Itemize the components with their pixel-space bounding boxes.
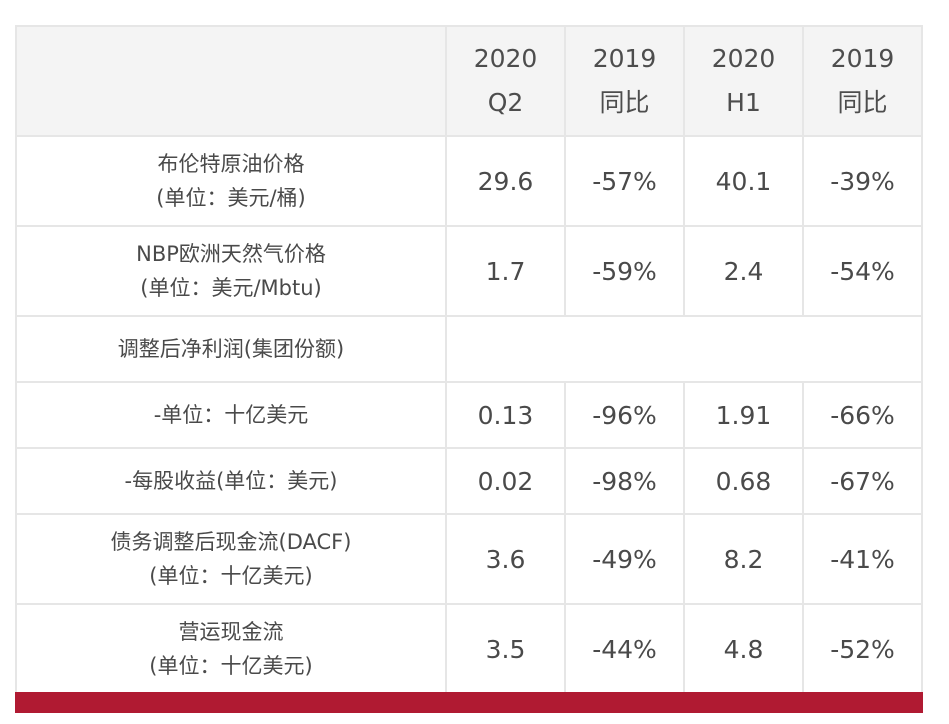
value-cell: -57% (564, 135, 685, 227)
header-col-2019-yoy-h: 2019 同比 (802, 25, 923, 137)
row-label-cell: -每股收益(单位：美元) (15, 447, 447, 515)
table-row-nbp-gas-price: NBP欧洲天然气价格 (单位：美元/Mbtu) 1.7 -59% 2.4 -54… (15, 225, 923, 317)
row-label: 调整后净利润(集团份额) (117, 337, 345, 361)
value-cell: 4.8 (683, 603, 804, 695)
value-cell: 29.6 (445, 135, 566, 227)
table-row-dacf: 债务调整后现金流(DACF) (单位：十亿美元) 3.6 -49% 8.2 -4… (15, 513, 923, 605)
table-row-net-income-billion: -单位：十亿美元 0.13 -96% 1.91 -66% (15, 381, 923, 449)
value-cell: 0.13 (445, 381, 566, 449)
row-label-cell: 债务调整后现金流(DACF) (单位：十亿美元) (15, 513, 447, 605)
value-cell: 0.68 (683, 447, 804, 515)
value-cell: -67% (802, 447, 923, 515)
value-cell: -41% (802, 513, 923, 605)
value-cell: -96% (564, 381, 685, 449)
row-label: -每股收益(单位：美元) (124, 469, 338, 493)
header-text: Q2 (487, 88, 524, 117)
row-label-cell: 布伦特原油价格 (单位：美元/桶) (15, 135, 447, 227)
header-col-2020-q2: 2020 Q2 (445, 25, 566, 137)
value-cell: 3.5 (445, 603, 566, 695)
value-cell: -54% (802, 225, 923, 317)
table-row-eps: -每股收益(单位：美元) 0.02 -98% 0.68 -67% (15, 447, 923, 515)
value-cell: 3.6 (445, 513, 566, 605)
row-unit: (单位：美元/Mbtu) (140, 276, 322, 300)
row-unit: (单位：十亿美元) (149, 564, 313, 588)
row-unit: (单位：十亿美元) (149, 654, 313, 678)
row-label: 债务调整后现金流(DACF) (110, 530, 352, 554)
value-cell: 40.1 (683, 135, 804, 227)
value-cell: -66% (802, 381, 923, 449)
financial-table-container: 2020 Q2 2019 同比 2020 H1 2019 同比 布伦特原油价格 … (15, 25, 923, 713)
header-text: 同比 (599, 88, 650, 117)
value-cell: -39% (802, 135, 923, 227)
value-cell: 0.02 (445, 447, 566, 515)
table-row-brent-price: 布伦特原油价格 (单位：美元/桶) 29.6 -57% 40.1 -39% (15, 135, 923, 227)
empty-merged-cell (445, 315, 923, 383)
value-cell: -98% (564, 447, 685, 515)
accent-footer-bar (15, 692, 923, 713)
row-label-cell: 调整后净利润(集团份额) (15, 315, 447, 383)
table-header-row: 2020 Q2 2019 同比 2020 H1 2019 同比 (15, 25, 923, 137)
table-row-operating-cash-flow: 营运现金流 (单位：十亿美元) 3.5 -44% 4.8 -52% (15, 603, 923, 695)
value-cell: 8.2 (683, 513, 804, 605)
row-label-cell: NBP欧洲天然气价格 (单位：美元/Mbtu) (15, 225, 447, 317)
header-text: 2019 (592, 44, 657, 73)
value-cell: 1.91 (683, 381, 804, 449)
row-unit: (单位：美元/桶) (156, 186, 306, 210)
header-text: 2020 (711, 44, 776, 73)
financial-results-table: 2020 Q2 2019 同比 2020 H1 2019 同比 布伦特原油价格 … (15, 25, 923, 695)
value-cell: -49% (564, 513, 685, 605)
row-label-cell: 营运现金流 (单位：十亿美元) (15, 603, 447, 695)
row-label: 营运现金流 (178, 620, 284, 644)
header-text: H1 (726, 88, 761, 117)
value-cell: -44% (564, 603, 685, 695)
row-label: -单位：十亿美元 (153, 403, 309, 427)
header-col-2020-h1: 2020 H1 (683, 25, 804, 137)
header-col-2019-yoy-q: 2019 同比 (564, 25, 685, 137)
header-text: 2019 (830, 44, 895, 73)
header-text: 同比 (837, 88, 888, 117)
value-cell: -59% (564, 225, 685, 317)
table-row-adjusted-net-income-heading: 调整后净利润(集团份额) (15, 315, 923, 383)
value-cell: 1.7 (445, 225, 566, 317)
row-label: 布伦特原油价格 (157, 152, 305, 176)
row-label-cell: -单位：十亿美元 (15, 381, 447, 449)
header-empty-cell (15, 25, 447, 137)
row-label: NBP欧洲天然气价格 (136, 242, 326, 266)
header-text: 2020 (473, 44, 538, 73)
value-cell: -52% (802, 603, 923, 695)
value-cell: 2.4 (683, 225, 804, 317)
